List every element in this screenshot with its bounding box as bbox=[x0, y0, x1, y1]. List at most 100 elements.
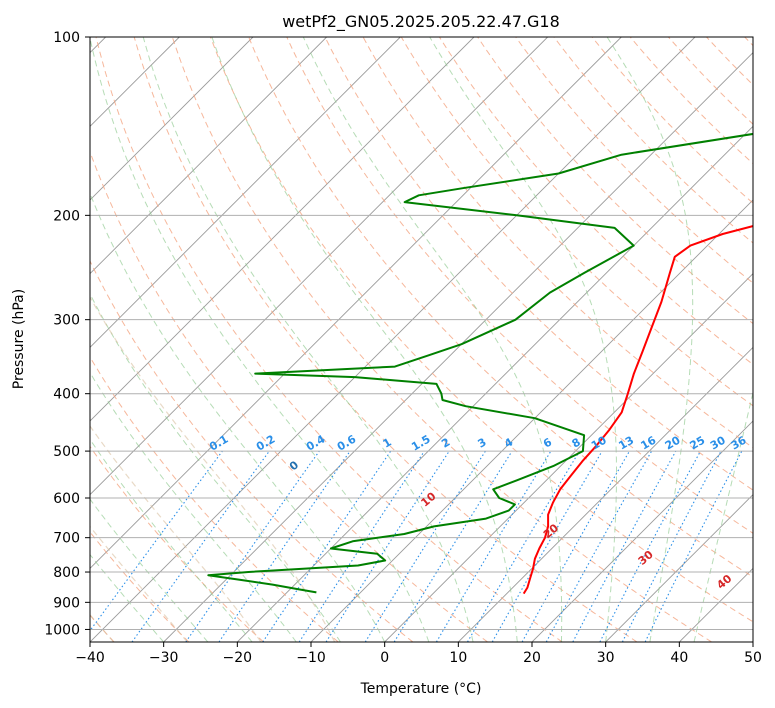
mixing-ratio-label: 13 bbox=[616, 434, 636, 453]
y-tick-label: 800 bbox=[53, 565, 80, 581]
moist-adiabat-line bbox=[90, 498, 209, 642]
x-tick-label: −10 bbox=[296, 650, 326, 666]
moist-adiabat-line bbox=[693, 390, 753, 642]
mixing-ratio-label: 0.4 bbox=[304, 432, 328, 453]
mixing-ratio-label: 16 bbox=[639, 433, 659, 452]
moist-adiabat-line bbox=[142, 37, 474, 642]
isotherm-line bbox=[163, 52, 753, 642]
temperature-profile-line bbox=[522, 225, 753, 595]
mixing-ratio-line bbox=[521, 450, 630, 642]
isotherm-line bbox=[90, 37, 696, 642]
mixing-ratio-label: 2 bbox=[439, 436, 452, 451]
mixing-ratio-line bbox=[467, 450, 580, 642]
y-tick-label: 600 bbox=[53, 491, 80, 507]
x-tick-label: 10 bbox=[449, 650, 467, 666]
mixing-ratio-line bbox=[599, 450, 701, 642]
line-labels: 0.10.20.40.611.52346810131620253036-100-… bbox=[207, 432, 749, 592]
dry-adiabat-line bbox=[248, 37, 753, 578]
x-tick-label: 50 bbox=[744, 650, 762, 666]
mixing-ratio-label: 36 bbox=[729, 433, 749, 452]
x-tick-label: −30 bbox=[149, 650, 179, 666]
x-axis-label: Temperature (°C) bbox=[360, 681, 482, 697]
dry-adiabat-line bbox=[90, 531, 190, 642]
mixing-ratio-line bbox=[90, 450, 223, 632]
x-tick-label: 40 bbox=[670, 650, 688, 666]
dry-adiabat-line bbox=[515, 37, 753, 284]
mixing-ratio-line bbox=[364, 450, 486, 642]
moist-adiabat-line bbox=[211, 37, 518, 642]
dry-adiabat-line bbox=[286, 37, 753, 534]
mixing-ratio-line bbox=[131, 450, 270, 642]
mixing-ratio-label: 20 bbox=[663, 433, 683, 452]
moist-adiabat-line bbox=[606, 37, 694, 642]
moist-adiabat-line bbox=[90, 438, 253, 642]
dry-adiabat-line bbox=[90, 356, 339, 642]
reference-curve-line bbox=[90, 525, 188, 642]
y-tick-label: 1000 bbox=[44, 622, 80, 638]
y-tick-label: 400 bbox=[53, 387, 80, 403]
isotherm-line bbox=[90, 37, 254, 201]
mixing-ratio-label: 3 bbox=[475, 436, 488, 451]
x-tick-label: 0 bbox=[380, 650, 389, 666]
mixing-ratio-line bbox=[393, 450, 513, 642]
y-tick-label: 700 bbox=[53, 531, 80, 547]
moist-adiabat-line bbox=[429, 37, 617, 642]
dry-adiabat-line bbox=[553, 37, 753, 244]
moist-adiabat-line bbox=[90, 292, 341, 642]
x-tick-label: 20 bbox=[523, 650, 541, 666]
y-axis-ticks: 100 200 300 400 500 600 700 800 900 1000 bbox=[44, 30, 90, 638]
pressure-gridlines bbox=[90, 37, 753, 630]
dry-adiabat-line bbox=[591, 37, 753, 204]
y-tick-label: 900 bbox=[53, 595, 80, 611]
isotherm-line bbox=[679, 567, 753, 642]
mixing-ratio-line bbox=[644, 450, 743, 642]
moist-adiabat-line bbox=[302, 37, 563, 642]
mixing-ratio-label: 25 bbox=[688, 434, 708, 453]
y-tick-label: 200 bbox=[53, 208, 80, 224]
dry-adiabat-line bbox=[133, 37, 638, 642]
isotherm-line bbox=[752, 641, 753, 642]
dry-adiabat-line bbox=[90, 259, 414, 642]
moist-adiabat-label: 40 bbox=[714, 572, 734, 592]
mixing-ratio-line bbox=[262, 450, 392, 642]
x-tick-label: −20 bbox=[223, 650, 253, 666]
background-lines bbox=[90, 37, 753, 642]
dry-adiabat-line bbox=[210, 37, 753, 623]
isotherm-line bbox=[90, 37, 475, 422]
mixing-ratio-label: 30 bbox=[708, 433, 728, 452]
moist-adiabat-line bbox=[90, 192, 386, 642]
isotherm-line bbox=[90, 37, 548, 496]
dry-adiabat-line bbox=[90, 445, 264, 642]
isotherm-line bbox=[90, 37, 327, 275]
mixing-ratio-line bbox=[545, 450, 653, 642]
moist-adiabat-label: 30 bbox=[636, 548, 656, 568]
chart-title: wetPf2_GN05.2025.205.22.47.G18 bbox=[282, 12, 560, 32]
isotherm-line bbox=[90, 37, 622, 569]
isotherm-line bbox=[605, 494, 753, 642]
y-axis-label: Pressure (hPa) bbox=[11, 289, 27, 389]
moist-adiabat-line bbox=[90, 37, 430, 642]
dry-adiabat-line bbox=[668, 37, 753, 125]
isotherm-line bbox=[384, 273, 753, 642]
mixing-ratio-line bbox=[298, 450, 425, 642]
mixing-ratio-label: 0.1 bbox=[207, 433, 230, 454]
mixing-ratio-label: 0.2 bbox=[254, 433, 277, 454]
mixing-ratio-line bbox=[572, 450, 677, 642]
isotherm-line bbox=[531, 420, 753, 642]
dry-adiabat-line bbox=[324, 37, 753, 491]
y-tick-label: 300 bbox=[53, 313, 80, 329]
profile-lines bbox=[207, 132, 753, 595]
reference-curve-line bbox=[90, 425, 262, 642]
x-axis-ticks: −40 −30 −20 −10 0 10 20 30 40 50 bbox=[75, 642, 762, 666]
moist-adiabat-line bbox=[90, 553, 165, 642]
x-tick-label: −40 bbox=[75, 650, 105, 666]
x-tick-label: 30 bbox=[597, 650, 615, 666]
y-tick-label: 100 bbox=[53, 30, 80, 46]
dry-adiabat-line bbox=[95, 37, 563, 642]
reference-curve-line bbox=[90, 296, 336, 642]
dry-adiabat-line bbox=[477, 37, 753, 325]
y-tick-label: 500 bbox=[53, 444, 80, 460]
moist-adiabat-label: 0 bbox=[287, 458, 301, 473]
